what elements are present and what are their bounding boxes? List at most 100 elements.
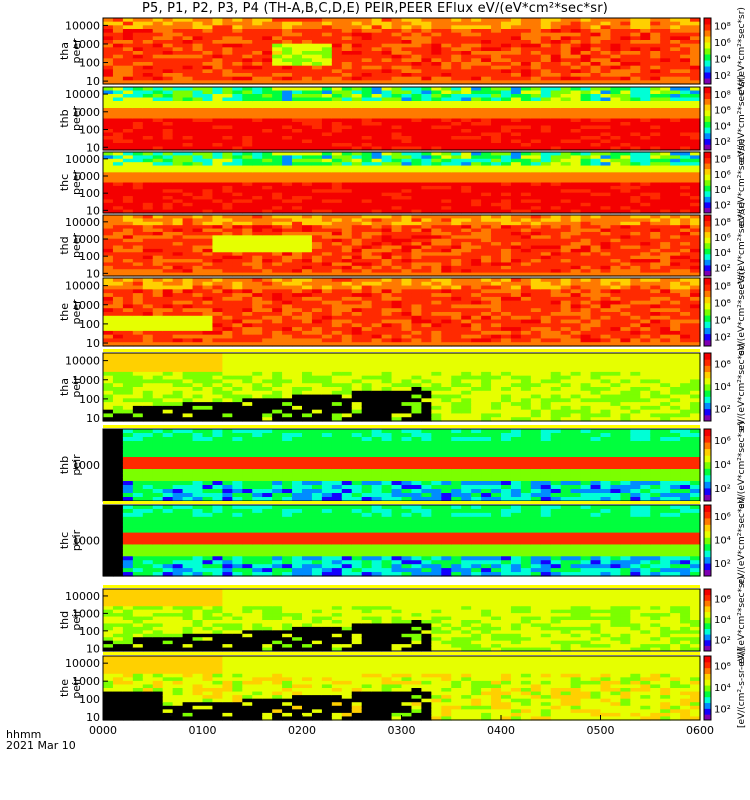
heat-cell: [172, 242, 184, 247]
heat-cell: [690, 111, 701, 116]
heat-cell: [103, 327, 114, 332]
heat-cell: [401, 196, 413, 201]
heat-cell: [302, 327, 313, 332]
heat-cell: [212, 62, 223, 67]
heat-cell: [361, 252, 373, 257]
heat-cell: [341, 338, 353, 343]
heat-cell: [510, 175, 522, 180]
heat-cell: [391, 43, 403, 48]
heat-cell: [272, 202, 283, 207]
heat-cell: [401, 122, 413, 127]
heat-cell: [520, 155, 532, 160]
heat-cell: [690, 25, 701, 30]
heat-cell: [292, 189, 303, 194]
heat-cell: [232, 334, 243, 340]
heat-cell: [421, 155, 432, 160]
heat-cell: [152, 168, 164, 173]
heat-cell: [351, 175, 363, 180]
heat-cell: [481, 189, 492, 194]
heat-cell: [441, 152, 452, 156]
heat-cell: [321, 300, 333, 306]
heat-cell: [282, 51, 293, 56]
heat-cell: [411, 62, 422, 67]
heat-cell: [451, 90, 462, 95]
heat-cell: [262, 231, 273, 236]
heat-cell: [202, 158, 214, 163]
heat-cell: [282, 32, 293, 37]
heat-cell: [321, 189, 333, 194]
heat-cell: [282, 118, 293, 123]
heat-cell: [112, 296, 124, 302]
heat-cell: [162, 125, 174, 130]
heat-cell: [321, 296, 333, 302]
heat-cell: [461, 272, 472, 277]
heat-cell: [302, 115, 313, 120]
heat-cell: [321, 185, 333, 190]
heat-cell: [670, 132, 681, 137]
heat-cell: [580, 94, 592, 99]
heat-cell: [282, 125, 293, 130]
heat-cell: [650, 118, 661, 123]
heat-cell: [351, 43, 363, 48]
heat-cell: [600, 118, 612, 123]
heat-cell: [530, 262, 542, 267]
heat-cell: [152, 62, 164, 67]
heat-cell: [192, 136, 204, 141]
heat-cell: [401, 29, 413, 34]
y-tick-label: 10000: [65, 88, 100, 101]
heat-cell: [501, 238, 512, 243]
heat-cell: [142, 21, 154, 26]
heat-cell: [600, 248, 612, 253]
heat-cell: [371, 152, 383, 156]
heat-cell: [132, 315, 144, 321]
heat-cell: [560, 228, 572, 233]
heat-cell: [381, 248, 393, 253]
heat-cell: [401, 51, 413, 56]
heat-cell: [172, 25, 184, 30]
heat-cell: [222, 293, 233, 298]
heat-cell: [540, 189, 552, 194]
heat-cell: [361, 285, 373, 290]
heat-cell: [321, 69, 333, 74]
heat-cell: [620, 108, 631, 113]
heat-cell: [620, 118, 631, 123]
heat-cell: [212, 122, 223, 127]
heat-cell: [232, 111, 243, 116]
heat-cell: [351, 111, 363, 116]
heat-cell: [680, 225, 691, 230]
heat-cell: [272, 248, 283, 253]
heat-cell: [580, 168, 592, 173]
heat-cell: [491, 58, 502, 63]
heat-cell: [580, 182, 592, 187]
heat-cell: [142, 152, 154, 156]
heat-cell: [690, 175, 701, 180]
heat-cell: [282, 58, 293, 63]
heat-cell: [132, 139, 144, 144]
heat-cell: [580, 136, 592, 141]
heat-cell: [501, 175, 512, 180]
heat-cell: [222, 122, 233, 127]
heat-cell: [670, 202, 681, 207]
heat-cell: [550, 51, 562, 56]
heat-cell: [590, 165, 602, 170]
heat-cell: [232, 323, 243, 328]
heat-cell: [252, 18, 263, 23]
heat-cell: [590, 132, 602, 137]
colorbar-tick-label: 10⁴: [714, 185, 731, 196]
heat-cell: [491, 125, 502, 130]
heat-cell: [421, 51, 432, 56]
heat-cell: [212, 94, 223, 99]
heat-cell: [501, 265, 512, 270]
heat-cell: [431, 185, 442, 190]
heat-cell: [222, 225, 233, 230]
heat-cell: [182, 25, 194, 30]
heat-cell: [282, 122, 293, 127]
heat-cell: [381, 168, 393, 173]
heat-cell: [640, 111, 651, 116]
heat-cell: [610, 228, 621, 233]
heat-cell: [331, 206, 343, 211]
heat-cell: [670, 18, 681, 23]
heat-cell: [152, 43, 164, 48]
heat-cell: [272, 108, 283, 113]
heat-cell: [262, 21, 273, 26]
